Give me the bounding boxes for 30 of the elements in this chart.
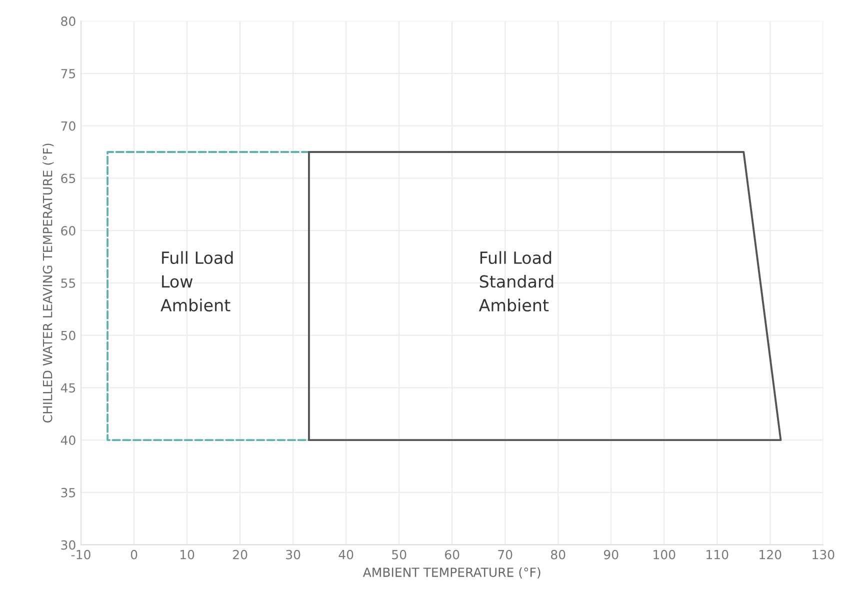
x-tick-label: 30 <box>286 550 300 560</box>
y-tick-label: 55 <box>61 278 76 288</box>
y-tick-label: 60 <box>61 226 76 236</box>
y-tick-label: 75 <box>61 69 76 78</box>
annotation: Full Load Low Ambient <box>160 251 233 312</box>
x-tick-label: 40 <box>338 550 354 560</box>
annotation: Full Load Standard Ambient <box>478 251 554 312</box>
x-tick-label: 20 <box>233 550 248 560</box>
x-tick-label: 10 <box>180 550 194 560</box>
x-tick-label: 0 <box>130 550 138 560</box>
x-tick-label: 50 <box>392 550 406 560</box>
y-tick-label: 65 <box>61 174 76 184</box>
y-axis-title: CHILLED WATER LEAVING TEMPERATURE (°F) <box>42 144 54 423</box>
y-tick-label: 80 <box>61 16 76 26</box>
y-tick-label: 30 <box>61 540 76 550</box>
x-tick-label: 100 <box>654 550 676 560</box>
y-tick-label: 70 <box>61 121 76 131</box>
x-tick-label: -10 <box>71 550 90 560</box>
x-tick-label: 110 <box>706 550 728 560</box>
x-tick-label: 130 <box>812 550 834 560</box>
x-axis-title: AMBIENT TEMPERATURE (°F) <box>362 567 540 578</box>
x-tick-label: 90 <box>604 550 618 560</box>
y-tick-label: 45 <box>60 383 76 393</box>
y-tick-label: 40 <box>60 436 76 445</box>
y-tick-label: 50 <box>61 330 76 340</box>
x-tick-label: 80 <box>551 550 566 560</box>
x-tick-label: 120 <box>760 550 782 560</box>
x-tick-label: 70 <box>498 550 512 560</box>
y-tick-label: 35 <box>61 488 76 498</box>
x-tick-label: 60 <box>445 550 460 560</box>
